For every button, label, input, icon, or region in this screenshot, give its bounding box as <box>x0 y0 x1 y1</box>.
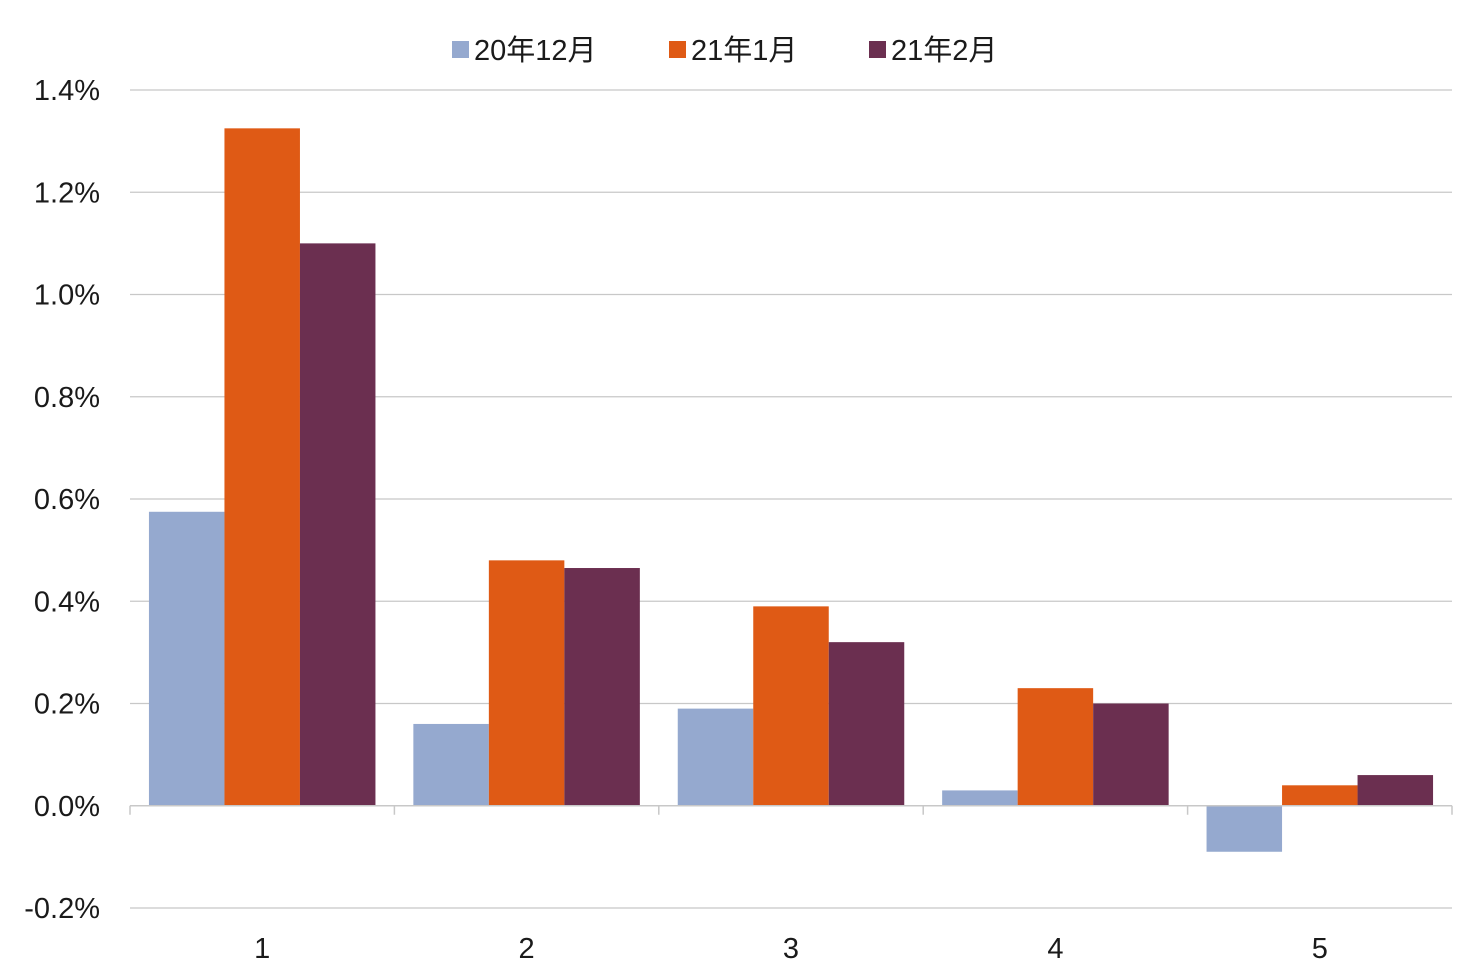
bar-series-2-category-5 <box>1282 785 1358 806</box>
bar-series-3-category-1 <box>299 243 376 806</box>
bar-series-3-category-5 <box>1357 775 1434 806</box>
bar-series-3-category-3 <box>828 642 905 806</box>
bar-series-1-category-3 <box>677 708 754 806</box>
bar-series-3-category-4 <box>1093 703 1169 806</box>
legend-label: 21年2月 <box>891 34 997 67</box>
bar-series-2-category-4 <box>1017 688 1094 806</box>
legend-label: 20年12月 <box>474 34 597 67</box>
bar-series-1-category-1 <box>148 511 225 806</box>
x-tick-label: 1 <box>254 933 270 965</box>
y-tick-label: 0.0% <box>34 791 100 823</box>
legend-swatch <box>669 41 686 58</box>
y-tick-label: 0.6% <box>34 484 100 516</box>
y-tick-label: 0.8% <box>34 382 100 414</box>
x-axis <box>129 805 1453 815</box>
y-axis-tick-labels: -0.2% 0.0% 0.2% 0.4% 0.6% 0.8% 1.0% 1.2% 1.4% <box>24 75 100 925</box>
y-tick-label: 1.4% <box>34 75 100 107</box>
x-tick-label: 4 <box>1047 933 1063 965</box>
bar-series-1-category-5 <box>1206 805 1283 852</box>
y-tick-label: 0.2% <box>34 689 100 721</box>
y-tick-label: 1.2% <box>34 177 100 209</box>
y-tick-label: 0.4% <box>34 586 100 618</box>
bar-series-2-category-3 <box>753 606 829 806</box>
x-tick-label: 2 <box>519 933 535 965</box>
legend-label: 21年1月 <box>691 34 797 67</box>
bar-series-2-category-1 <box>224 128 300 806</box>
legend: 20年12月 21年1月 21年2月 <box>452 34 997 67</box>
x-axis-tick-labels: 1 2 3 4 5 <box>254 933 1328 965</box>
x-tick-label: 3 <box>783 933 799 965</box>
y-tick-label: -0.2% <box>24 893 100 925</box>
bars <box>148 128 1434 852</box>
bar-series-2-category-2 <box>488 560 565 806</box>
bar-series-3-category-2 <box>564 568 640 806</box>
y-tick-label: 1.0% <box>34 280 100 312</box>
x-tick-label: 5 <box>1312 933 1328 965</box>
bar-series-1-category-2 <box>413 723 489 806</box>
legend-swatch <box>869 41 886 58</box>
bar-series-1-category-4 <box>942 790 1018 806</box>
legend-swatch <box>452 41 469 58</box>
